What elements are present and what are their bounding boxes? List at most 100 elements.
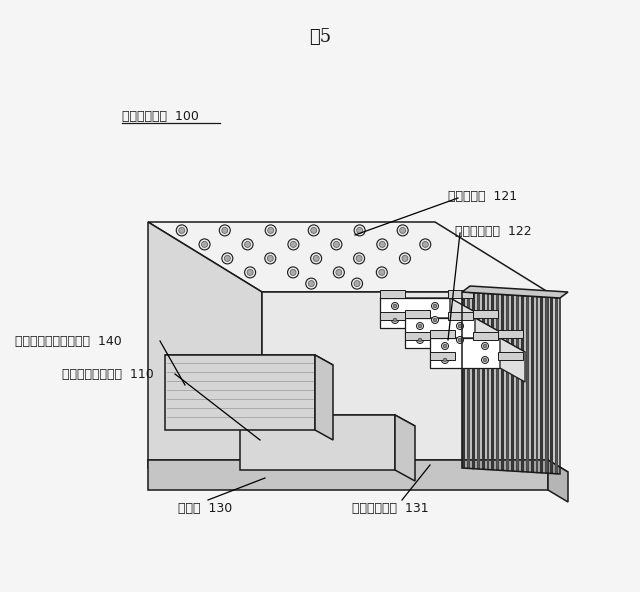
Polygon shape: [165, 355, 333, 365]
Circle shape: [288, 239, 299, 250]
Circle shape: [336, 269, 342, 275]
Circle shape: [444, 344, 447, 348]
Circle shape: [290, 269, 296, 275]
Polygon shape: [525, 296, 529, 472]
Circle shape: [456, 323, 463, 330]
Circle shape: [458, 338, 462, 342]
Polygon shape: [148, 222, 262, 468]
Polygon shape: [482, 293, 484, 469]
Circle shape: [444, 358, 447, 362]
Circle shape: [418, 338, 422, 342]
Polygon shape: [405, 310, 430, 318]
Polygon shape: [148, 460, 568, 472]
Circle shape: [306, 278, 317, 289]
Polygon shape: [486, 294, 490, 469]
Text: 冷却器  130: 冷却器 130: [178, 502, 232, 515]
Circle shape: [393, 318, 397, 322]
Polygon shape: [165, 355, 315, 430]
Polygon shape: [462, 292, 465, 468]
Circle shape: [222, 253, 233, 264]
Text: 金属積層板  121: 金属積層板 121: [448, 190, 517, 203]
Circle shape: [442, 356, 449, 363]
Circle shape: [379, 269, 385, 275]
Circle shape: [377, 239, 388, 250]
Text: 交流側金属板  122: 交流側金属板 122: [455, 225, 532, 238]
Polygon shape: [540, 297, 543, 473]
Circle shape: [422, 242, 428, 247]
Circle shape: [351, 278, 362, 289]
Polygon shape: [473, 332, 498, 340]
Polygon shape: [477, 293, 479, 469]
Polygon shape: [315, 355, 333, 440]
Circle shape: [287, 267, 299, 278]
Polygon shape: [521, 295, 524, 472]
Polygon shape: [430, 330, 455, 338]
Circle shape: [483, 344, 487, 348]
Polygon shape: [405, 332, 430, 340]
Polygon shape: [506, 295, 509, 471]
Circle shape: [397, 225, 408, 236]
Circle shape: [310, 253, 322, 264]
Circle shape: [268, 255, 273, 262]
Circle shape: [433, 304, 437, 308]
Polygon shape: [240, 415, 415, 426]
Circle shape: [402, 255, 408, 262]
Circle shape: [244, 242, 250, 247]
Circle shape: [308, 225, 319, 236]
Circle shape: [399, 253, 410, 264]
Circle shape: [431, 303, 438, 310]
Circle shape: [458, 324, 462, 328]
Circle shape: [392, 303, 399, 310]
Circle shape: [483, 358, 487, 362]
Circle shape: [456, 336, 463, 343]
Polygon shape: [492, 294, 494, 470]
Circle shape: [268, 227, 274, 233]
Circle shape: [431, 317, 438, 323]
Circle shape: [311, 227, 317, 233]
Polygon shape: [498, 330, 523, 338]
Circle shape: [356, 255, 362, 262]
Circle shape: [442, 343, 449, 349]
Circle shape: [354, 253, 365, 264]
Circle shape: [392, 317, 399, 323]
Circle shape: [247, 269, 253, 275]
Text: コンデンサモジュール  140: コンデンサモジュール 140: [15, 335, 122, 348]
Text: 図5: 図5: [309, 28, 331, 46]
Polygon shape: [405, 318, 500, 332]
Polygon shape: [550, 297, 553, 474]
Polygon shape: [501, 294, 504, 471]
Polygon shape: [395, 415, 415, 481]
Circle shape: [481, 356, 488, 363]
Circle shape: [417, 323, 424, 330]
Polygon shape: [380, 290, 405, 298]
Polygon shape: [380, 298, 475, 312]
Polygon shape: [536, 297, 538, 472]
Polygon shape: [475, 318, 500, 362]
Polygon shape: [448, 290, 473, 298]
Circle shape: [393, 304, 397, 308]
Text: パワーモジュール  110: パワーモジュール 110: [62, 368, 154, 381]
Polygon shape: [511, 295, 514, 471]
Circle shape: [420, 239, 431, 250]
Polygon shape: [500, 338, 525, 382]
Polygon shape: [262, 292, 548, 468]
Polygon shape: [473, 310, 498, 318]
Circle shape: [242, 239, 253, 250]
Circle shape: [354, 225, 365, 236]
Circle shape: [333, 242, 339, 247]
Circle shape: [399, 227, 406, 233]
Circle shape: [179, 227, 185, 233]
Polygon shape: [430, 352, 455, 360]
Circle shape: [417, 336, 424, 343]
Polygon shape: [240, 415, 395, 470]
Circle shape: [481, 343, 488, 349]
Polygon shape: [462, 286, 568, 298]
Circle shape: [331, 239, 342, 250]
Circle shape: [356, 227, 363, 233]
Polygon shape: [531, 296, 534, 472]
Polygon shape: [516, 295, 519, 471]
Polygon shape: [467, 292, 470, 468]
Circle shape: [354, 281, 360, 287]
Polygon shape: [545, 297, 548, 473]
Circle shape: [333, 267, 344, 278]
